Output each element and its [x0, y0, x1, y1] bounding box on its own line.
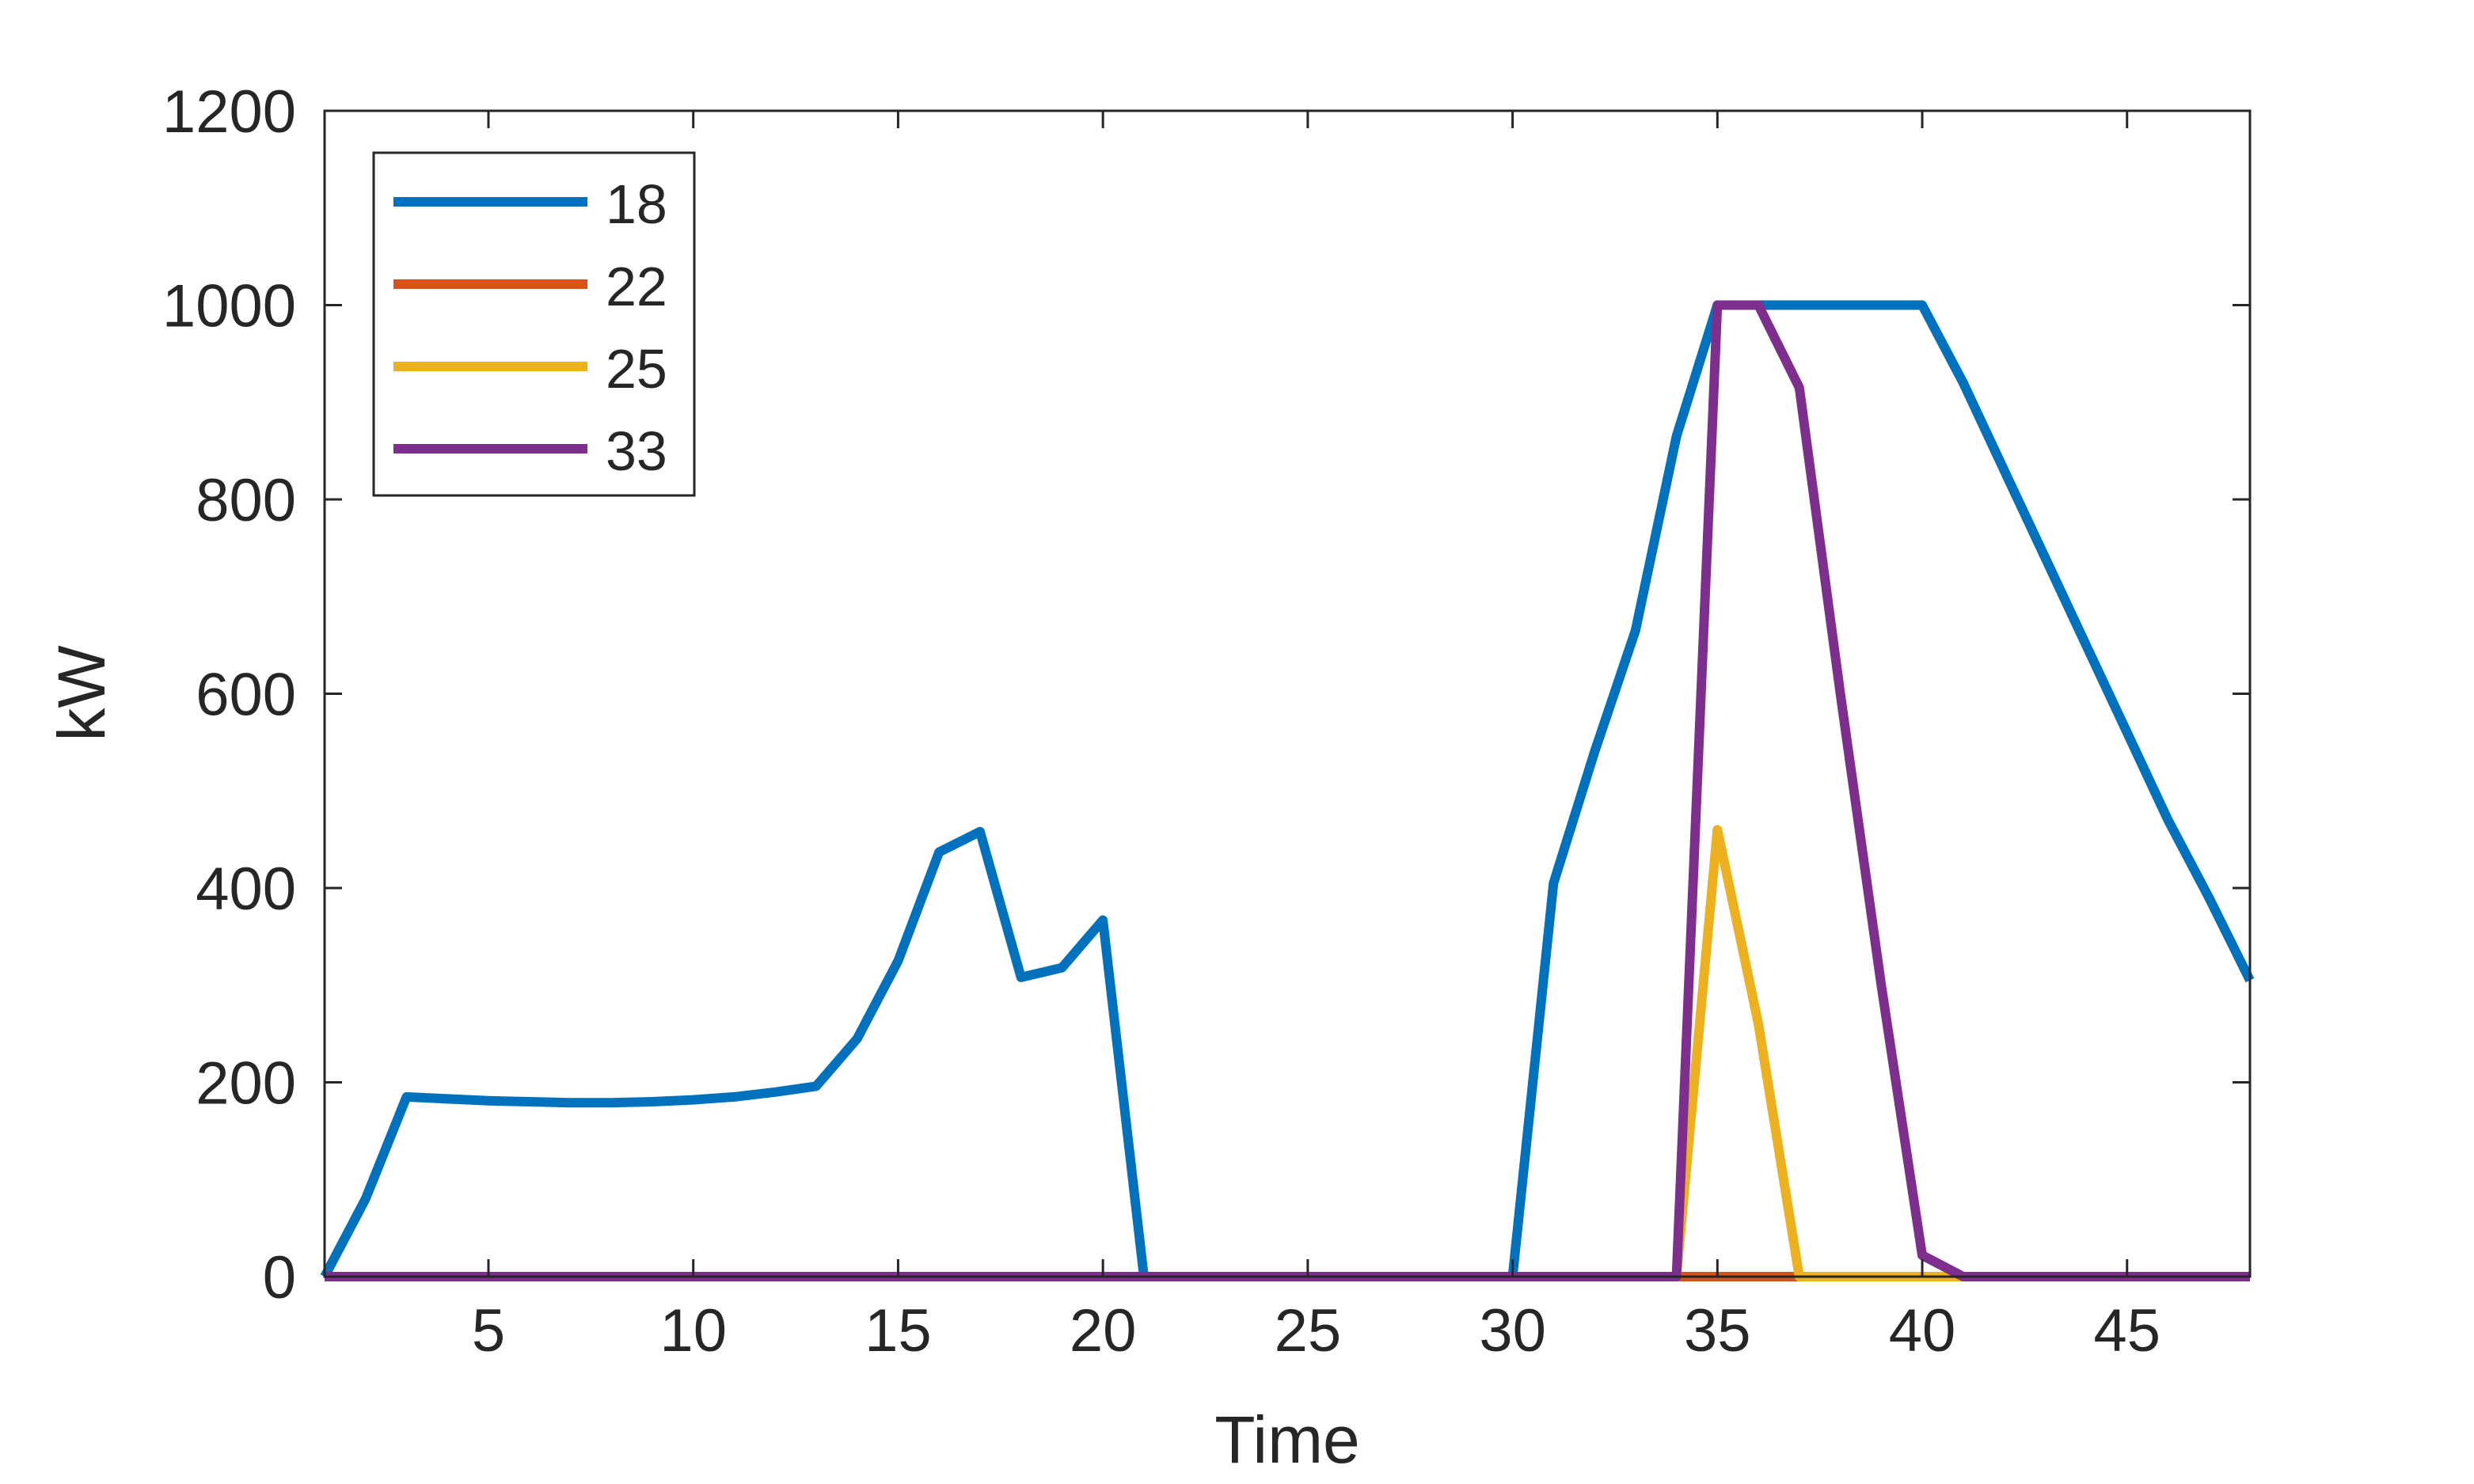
y-tick-label: 400: [196, 856, 296, 923]
legend-label-22: 22: [606, 256, 667, 317]
legend-label-33: 33: [606, 420, 667, 482]
x-tick-label: 5: [472, 1297, 505, 1364]
legend: 18 22 25 33: [372, 151, 696, 497]
y-tick-label: 0: [263, 1244, 296, 1311]
x-tick-label: 15: [865, 1297, 932, 1364]
legend-label-25: 25: [606, 338, 667, 400]
x-tick-label: 30: [1479, 1297, 1546, 1364]
y-tick-label: 600: [196, 662, 296, 729]
y-tick-label: 1000: [162, 273, 296, 340]
x-tick-label: 25: [1275, 1297, 1342, 1364]
y-axis-label: kW: [44, 645, 119, 741]
ticks-layer: [325, 109, 2250, 1278]
y-tick-label: 800: [196, 467, 296, 534]
y-tick-label: 200: [196, 1050, 296, 1118]
x-tick-label: 10: [659, 1297, 727, 1364]
legend-box: [372, 151, 696, 497]
legend-label-18: 18: [606, 173, 667, 235]
x-axis-label: Time: [1214, 1402, 1360, 1477]
y-tick-label: 1200: [162, 78, 296, 146]
x-tick-label: 35: [1684, 1297, 1751, 1364]
x-tick-label: 40: [1889, 1297, 1956, 1364]
tick-labels: 5 10 15 20 25 30 35 40 45 0 200 400 600 800 1000 1200: [162, 78, 2160, 1364]
x-tick-label: 45: [2093, 1297, 2160, 1364]
x-tick-label: 20: [1070, 1297, 1137, 1364]
